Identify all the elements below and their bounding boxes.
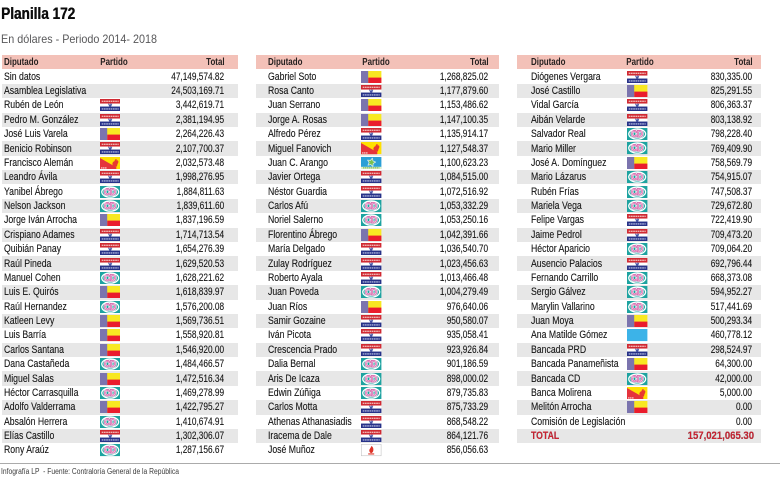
svg-text:CD: CD [104,417,117,427]
svg-text:CD: CD [104,187,117,197]
svg-text:CD: CD [365,216,378,226]
svg-text:CD: CD [631,129,644,139]
svg-text:CD: CD [104,273,117,283]
svg-text:CD: CD [631,273,644,283]
svg-text:CD: CD [631,287,644,297]
svg-text:CD: CD [631,374,644,384]
svg-text:CD: CD [631,144,644,154]
svg-text:CD: CD [631,187,644,197]
svg-text:CD: CD [365,374,378,384]
svg-text:CD: CD [104,359,117,369]
svg-text:CD: CD [631,201,644,211]
svg-text:CD: CD [631,172,644,182]
svg-text:CD: CD [104,201,117,211]
svg-text:CD: CD [365,216,378,226]
svg-text:CD: CD [365,388,378,398]
svg-text:CD: CD [365,201,378,211]
svg-text:CD: CD [104,446,117,456]
svg-text:CD: CD [365,359,378,369]
svg-text:CD: CD [104,388,117,398]
svg-text:CD: CD [631,244,644,254]
svg-text:CD: CD [631,302,644,312]
svg-text:CD: CD [365,359,378,369]
svg-text:CD: CD [631,287,644,297]
svg-text:CD: CD [365,287,378,297]
svg-text:CD: CD [631,273,644,283]
svg-text:CD: CD [104,302,117,312]
svg-text:CD: CD [631,374,644,384]
svg-text:CD: CD [104,359,117,369]
svg-text:CD: CD [631,129,644,139]
svg-text:CD: CD [631,201,644,211]
svg-text:CD: CD [365,374,378,384]
svg-text:CD: CD [631,144,644,154]
svg-text:CD: CD [104,201,117,211]
svg-text:CD: CD [104,273,117,283]
svg-text:CD: CD [631,302,644,312]
svg-text:CD: CD [104,302,117,312]
svg-text:CD: CD [365,201,378,211]
svg-text:CD: CD [365,388,378,398]
svg-text:CD: CD [104,417,117,427]
svg-text:CD: CD [104,388,117,398]
svg-text:CD: CD [104,187,117,197]
svg-text:CD: CD [365,287,378,297]
svg-text:CD: CD [631,244,644,254]
svg-text:CD: CD [631,187,644,197]
svg-text:CD: CD [631,172,644,182]
svg-text:CD: CD [104,446,117,456]
